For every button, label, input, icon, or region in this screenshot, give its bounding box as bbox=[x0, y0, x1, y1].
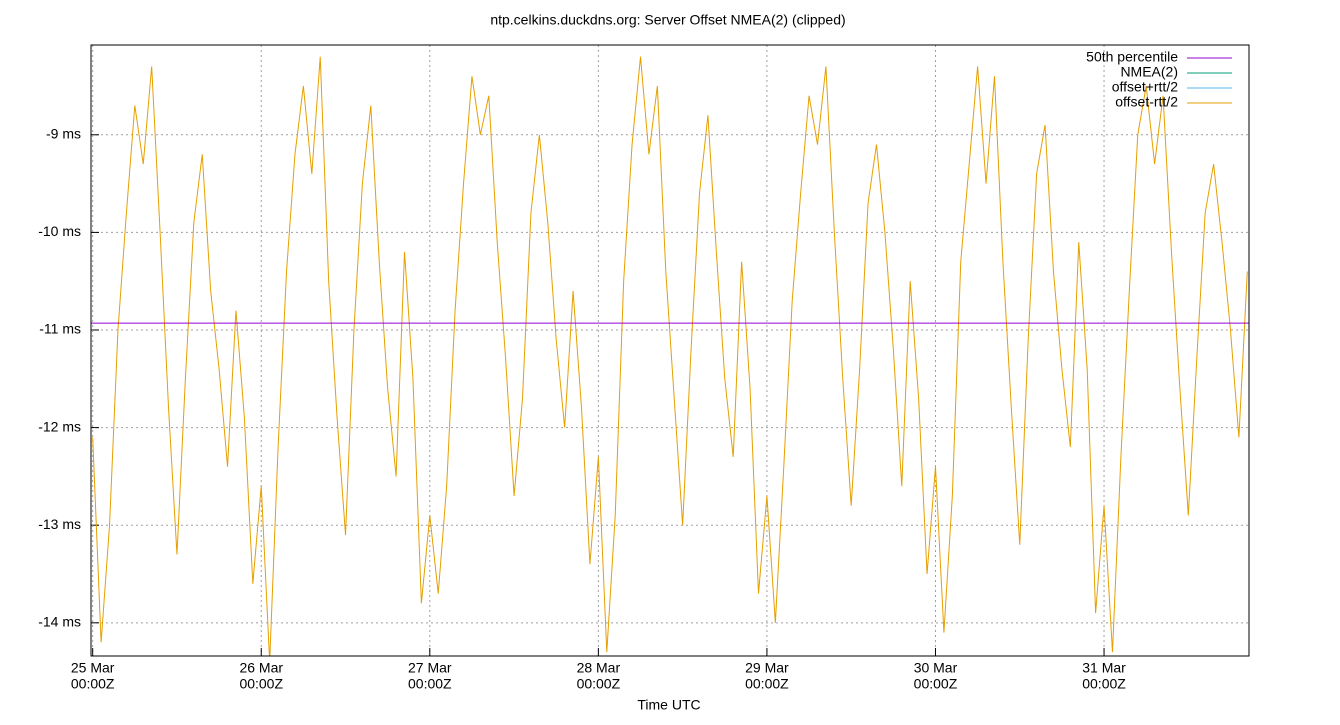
grid bbox=[91, 45, 1249, 656]
y-tick-label: -14 ms bbox=[38, 614, 81, 630]
series-line bbox=[92, 56, 1248, 656]
x-tick-label: 27 Mar bbox=[408, 660, 452, 676]
legend: 50th percentileNMEA(2)offset+rtt/2offset… bbox=[1086, 49, 1232, 110]
x-tick-label: 00:00Z bbox=[71, 676, 115, 692]
legend-label: offset-rtt/2 bbox=[1115, 94, 1178, 110]
x-tick-label: 28 Mar bbox=[577, 660, 621, 676]
x-tick-label: 00:00Z bbox=[577, 676, 621, 692]
x-tick-label: 31 Mar bbox=[1082, 660, 1126, 676]
x-tick-label: 00:00Z bbox=[1082, 676, 1126, 692]
x-tick-label: 25 Mar bbox=[71, 660, 115, 676]
x-tick-label: 30 Mar bbox=[914, 660, 958, 676]
x-tick-label: 00:00Z bbox=[745, 676, 789, 692]
plot-border bbox=[90, 44, 1250, 657]
x-tick-label: 26 Mar bbox=[239, 660, 283, 676]
y-tick-label: -10 ms bbox=[38, 223, 81, 239]
x-tick-label: 00:00Z bbox=[914, 676, 958, 692]
x-tick-label: 29 Mar bbox=[745, 660, 789, 676]
x-tick-label: 00:00Z bbox=[239, 676, 283, 692]
y-tick-label: -11 ms bbox=[39, 321, 81, 337]
y-tick-label: -12 ms bbox=[38, 418, 81, 434]
legend-label: offset+rtt/2 bbox=[1112, 79, 1178, 95]
x-axis-label: Time UTC bbox=[637, 697, 700, 713]
y-tick-label: -13 ms bbox=[38, 516, 81, 532]
legend-label: NMEA(2) bbox=[1120, 64, 1178, 80]
legend-label: 50th percentile bbox=[1086, 49, 1178, 65]
chart-title: ntp.celkins.duckdns.org: Server Offset N… bbox=[490, 12, 845, 28]
plot-area bbox=[91, 56, 1249, 656]
y-tick-label: -9 ms bbox=[46, 125, 81, 141]
x-tick-label: 00:00Z bbox=[408, 676, 452, 692]
